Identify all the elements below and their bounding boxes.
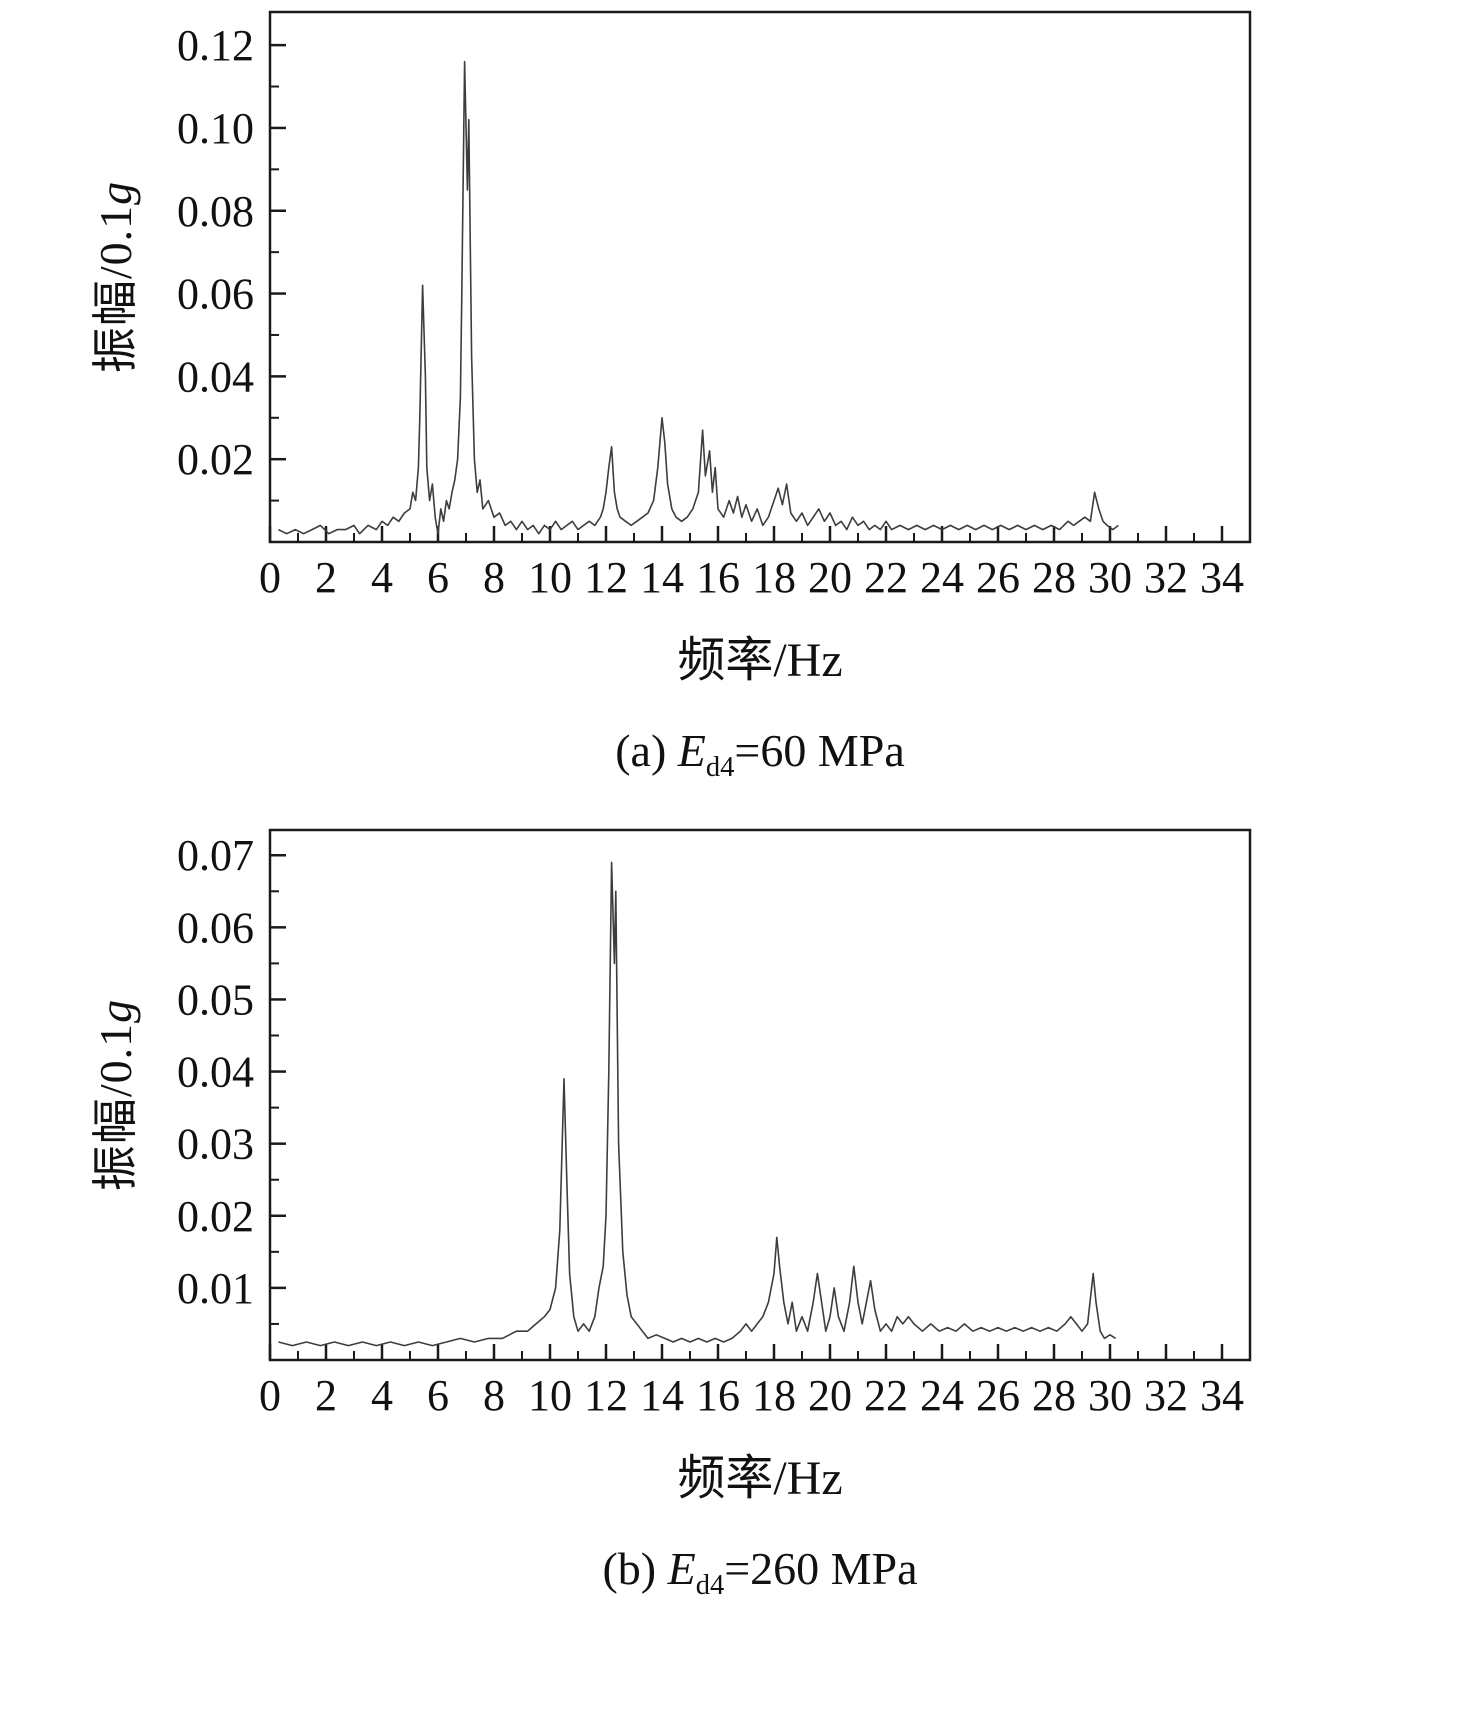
y-tick-label: 0.06 [177, 904, 254, 953]
plot-frame [268, 10, 1252, 544]
y-axis-label-italic-g: g [90, 180, 141, 205]
x-tick-label: 26 [976, 553, 1020, 602]
y-tick-label: 0.02 [177, 435, 254, 484]
caption-value: =60 MPa [734, 725, 905, 776]
spectrum-line [278, 60, 1119, 535]
y-tick-label: 0.04 [177, 1048, 254, 1097]
chart-a-block: 振幅/0.1g 0 2 4 6 8 10 12 14 16 18 20 22 24 26 28 30 32 34 0… [0, 2, 1476, 784]
x-tick-label: 12 [584, 1371, 628, 1420]
x-tick-label: 20 [808, 1371, 852, 1420]
x-tick-label: 16 [696, 1371, 740, 1420]
y-axis-label-a: 振幅/0.1g [79, 181, 145, 373]
x-tick-label: 22 [864, 1371, 908, 1420]
x-tick-label: 10 [528, 1371, 572, 1420]
y-tick-label: 0.07 [177, 831, 254, 880]
x-tick-label: 8 [483, 553, 505, 602]
x-tick-label: 20 [808, 553, 852, 602]
x-tick-label: 8 [483, 1371, 505, 1420]
x-tick-label: 22 [864, 553, 908, 602]
y-tick-label: 0.04 [177, 352, 254, 401]
caption-variable: E [677, 725, 706, 776]
x-tick-label: 26 [976, 1371, 1020, 1420]
caption-b: (b) Ed4=260 MPa [270, 1542, 1250, 1602]
x-tick-label: 10 [528, 553, 572, 602]
y-tick-label: 0.12 [177, 21, 254, 70]
spectrum-line [278, 861, 1117, 1347]
x-tick-label: 32 [1144, 553, 1188, 602]
x-tick-label: 2 [315, 553, 337, 602]
x-tick-label: 28 [1032, 553, 1076, 602]
x-tick-label: 32 [1144, 1371, 1188, 1420]
caption-variable: E [667, 1543, 696, 1595]
y-axis-label-text: 振幅/0.1 [90, 1023, 141, 1192]
x-tick-label: 18 [752, 553, 796, 602]
y-axis-label-text: 振幅/0.1 [90, 204, 141, 374]
x-tick-label: 6 [427, 1371, 449, 1420]
x-tick-label: 16 [696, 553, 740, 602]
x-tick-label: 14 [640, 553, 684, 602]
x-tick-label: 12 [584, 553, 628, 602]
y-tick-label: 0.02 [177, 1192, 254, 1241]
plot-frame [268, 828, 1252, 1362]
caption-prefix: (a) [615, 725, 678, 776]
y-tick-label: 0.10 [177, 104, 254, 153]
x-tick-label: 30 [1088, 553, 1132, 602]
x-tick-label: 6 [427, 553, 449, 602]
chart-b-block: 振幅/0.1g 0 2 4 6 8 10 12 14 16 18 20 22 24 26 28 30 32 34 0… [0, 820, 1476, 1602]
x-tick-label: 4 [371, 1371, 393, 1420]
y-tick-label: 0.05 [177, 976, 254, 1025]
caption-a: (a) Ed4=60 MPa [270, 724, 1250, 784]
spectrum-plot-a: 0 2 4 6 8 10 12 14 16 18 20 22 24 26 28 30 32 340.020.040… [177, 10, 1252, 602]
y-tick-label: 0.06 [177, 270, 254, 319]
x-tick-label: 34 [1200, 553, 1244, 602]
y-axis-label-b: 振幅/0.1g [79, 999, 145, 1191]
caption-value: =260 MPa [724, 1543, 918, 1595]
x-axis-label-a: 频率/Hz [677, 634, 843, 687]
x-tick-label: 2 [315, 1371, 337, 1420]
caption-subscript: d4 [695, 1570, 725, 1602]
x-tick-label: 34 [1200, 1371, 1244, 1420]
x-tick-label: 24 [920, 553, 964, 602]
x-tick-label: 14 [640, 1371, 684, 1420]
caption-prefix: (b) [602, 1543, 668, 1595]
x-tick-label: 28 [1032, 1371, 1076, 1420]
x-tick-label: 4 [371, 553, 393, 602]
x-axis-label-b: 频率/Hz [677, 1452, 843, 1506]
x-tick-label: 24 [920, 1371, 964, 1420]
y-tick-label: 0.08 [177, 187, 254, 236]
x-tick-label: 0 [259, 1371, 281, 1420]
x-tick-label: 0 [259, 553, 281, 602]
spectrum-plot-b: 0 2 4 6 8 10 12 14 16 18 20 22 24 26 28 30 32 340.010.020… [177, 828, 1252, 1420]
y-tick-label: 0.01 [177, 1264, 254, 1313]
y-tick-label: 0.03 [177, 1120, 254, 1169]
caption-subscript: d4 [705, 752, 735, 784]
figure-page: 振幅/0.1g 0 2 4 6 8 10 12 14 16 18 20 22 24 26 28 30 32 34 0… [0, 2, 1476, 1602]
y-axis-label-italic-g: g [90, 999, 141, 1024]
x-tick-label: 18 [752, 1371, 796, 1420]
x-tick-label: 30 [1088, 1371, 1132, 1420]
